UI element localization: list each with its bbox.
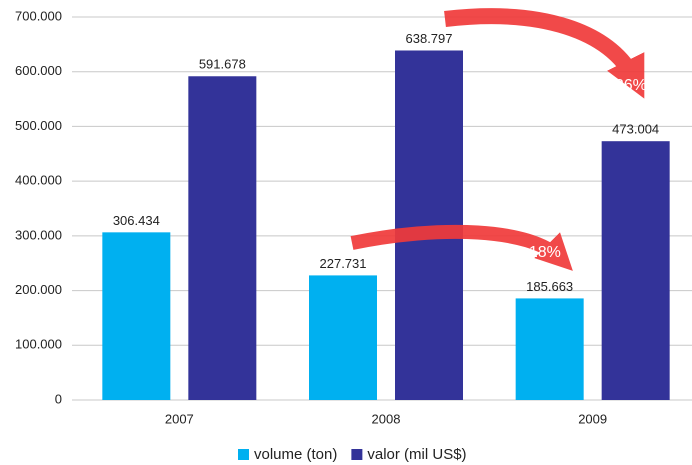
legend: volume (ton) valor (mil US$) (238, 446, 467, 463)
bar (309, 275, 377, 400)
y-tick-label: 200.000 (15, 282, 62, 297)
y-tick-label: 0 (55, 391, 62, 406)
x-tick-label: 2007 (165, 411, 194, 426)
value-label: 306.434 (113, 213, 160, 228)
value-label: 185.663 (526, 279, 573, 294)
y-tick-label: 500.000 (15, 118, 62, 133)
arrow (350, 224, 573, 271)
annotation: - 18% (519, 244, 561, 261)
y-tick-label: 100.000 (15, 337, 62, 352)
arrow (444, 8, 645, 99)
y-tick-label: 300.000 (15, 227, 62, 242)
bar (102, 232, 171, 400)
x-tick-label: 2009 (578, 411, 607, 426)
value-label: 591.678 (199, 57, 246, 72)
legend-swatch (238, 449, 249, 460)
legend-label: volume (ton) (254, 446, 337, 463)
bar (515, 298, 584, 400)
value-label: 473.004 (612, 122, 659, 137)
value-label: 227.731 (320, 256, 367, 271)
y-tick-label: 700.000 (15, 8, 62, 23)
x-tick-label: 2008 (372, 411, 401, 426)
y-tick-label: 600.000 (15, 63, 62, 78)
plot-area: 0 100.000 200.000 300.000 400.000 500.000 600.… (15, 8, 692, 426)
bar (188, 76, 257, 400)
value-label: 638.797 (406, 31, 453, 46)
arrows (350, 8, 645, 271)
annotation: - 26% (605, 77, 647, 94)
legend-label: valor (mil US$) (367, 446, 466, 463)
legend-swatch (351, 449, 363, 460)
y-tick-label: 400.000 (15, 173, 62, 188)
bar (601, 141, 670, 401)
